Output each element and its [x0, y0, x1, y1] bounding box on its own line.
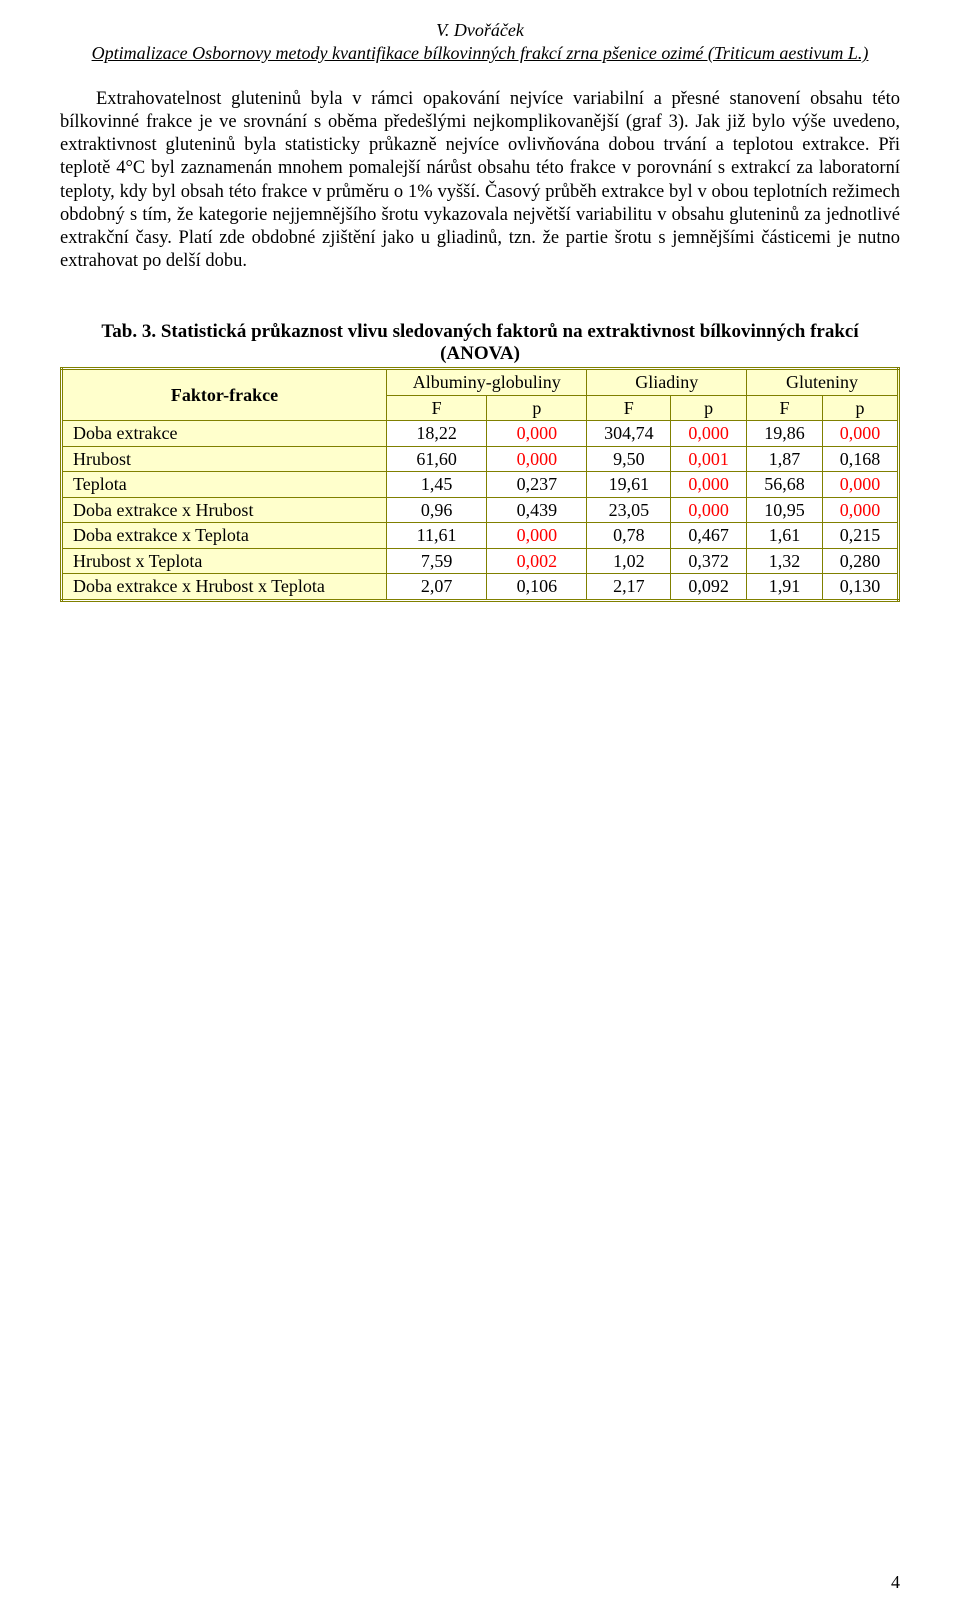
- table-cell: 0,280: [823, 548, 899, 574]
- table-cell: 0,96: [386, 497, 486, 523]
- row-label: Hrubost: [62, 446, 387, 472]
- table-cell: 23,05: [587, 497, 671, 523]
- table-body: Doba extrakce18,220,000304,740,00019,860…: [62, 421, 899, 601]
- table-row: Teplota1,450,23719,610,00056,680,000: [62, 472, 899, 498]
- subhead-F: F: [747, 395, 823, 421]
- table-row: Hrubost x Teplota7,590,0021,020,3721,320…: [62, 548, 899, 574]
- group-header-gluteniny: Gluteniny: [747, 369, 899, 396]
- page: V. Dvořáček Optimalizace Osbornovy metod…: [0, 0, 960, 1613]
- table-cell: 0,000: [823, 497, 899, 523]
- table-cell: 2,17: [587, 574, 671, 601]
- table-cell: 0,000: [487, 446, 587, 472]
- subhead-p: p: [487, 395, 587, 421]
- table-cell: 19,61: [587, 472, 671, 498]
- table-cell: 0,106: [487, 574, 587, 601]
- table-cell: 11,61: [386, 523, 486, 549]
- table-row: Hrubost61,600,0009,500,0011,870,168: [62, 446, 899, 472]
- table-cell: 1,32: [747, 548, 823, 574]
- table-cell: 1,45: [386, 472, 486, 498]
- group-header-row: Faktor-frakce Albuminy-globuliny Gliadin…: [62, 369, 899, 396]
- table-cell: 0,168: [823, 446, 899, 472]
- table-row: Doba extrakce x Hrubost0,960,43923,050,0…: [62, 497, 899, 523]
- table-cell: 18,22: [386, 421, 486, 447]
- table-head: Faktor-frakce Albuminy-globuliny Gliadin…: [62, 369, 899, 421]
- subhead-p: p: [671, 395, 747, 421]
- subhead-F: F: [386, 395, 486, 421]
- row-label: Teplota: [62, 472, 387, 498]
- page-number: 4: [891, 1572, 900, 1593]
- table-cell: 0,000: [823, 421, 899, 447]
- group-header-gliadiny: Gliadiny: [587, 369, 747, 396]
- table-cell: 0,215: [823, 523, 899, 549]
- table-cell: 9,50: [587, 446, 671, 472]
- table-cell: 61,60: [386, 446, 486, 472]
- table-cell: 0,002: [487, 548, 587, 574]
- table-cell: 0,000: [671, 497, 747, 523]
- table-title: Tab. 3. Statistická průkaznost vlivu sle…: [60, 321, 900, 365]
- subhead-F: F: [587, 395, 671, 421]
- table-row: Doba extrakce x Teplota11,610,0000,780,4…: [62, 523, 899, 549]
- subhead-p: p: [823, 395, 899, 421]
- table-cell: 56,68: [747, 472, 823, 498]
- table-cell: 0,001: [671, 446, 747, 472]
- anova-table: Faktor-frakce Albuminy-globuliny Gliadin…: [60, 367, 900, 602]
- row-label: Hrubost x Teplota: [62, 548, 387, 574]
- table-cell: 1,91: [747, 574, 823, 601]
- body-paragraph: Extrahovatelnost gluteninů byla v rámci …: [60, 88, 900, 273]
- header-author: V. Dvořáček: [60, 20, 900, 41]
- row-label: Doba extrakce: [62, 421, 387, 447]
- table-cell: 1,61: [747, 523, 823, 549]
- row-label: Doba extrakce x Hrubost x Teplota: [62, 574, 387, 601]
- table-cell: 0,000: [487, 421, 587, 447]
- table-cell: 0,78: [587, 523, 671, 549]
- factor-column-header: Faktor-frakce: [62, 369, 387, 421]
- table-cell: 19,86: [747, 421, 823, 447]
- table-cell: 1,02: [587, 548, 671, 574]
- table-cell: 0,000: [671, 421, 747, 447]
- table-cell: 10,95: [747, 497, 823, 523]
- table-cell: 0,467: [671, 523, 747, 549]
- header-title: Optimalizace Osbornovy metody kvantifika…: [60, 43, 900, 64]
- table-row: Doba extrakce18,220,000304,740,00019,860…: [62, 421, 899, 447]
- table-cell: 1,87: [747, 446, 823, 472]
- group-header-albglob: Albuminy-globuliny: [386, 369, 587, 396]
- table-cell: 0,000: [487, 523, 587, 549]
- table-cell: 304,74: [587, 421, 671, 447]
- table-cell: 7,59: [386, 548, 486, 574]
- table-cell: 0,000: [671, 472, 747, 498]
- table-cell: 0,439: [487, 497, 587, 523]
- row-label: Doba extrakce x Hrubost: [62, 497, 387, 523]
- table-cell: 0,092: [671, 574, 747, 601]
- table-row: Doba extrakce x Hrubost x Teplota2,070,1…: [62, 574, 899, 601]
- table-cell: 2,07: [386, 574, 486, 601]
- table-cell: 0,372: [671, 548, 747, 574]
- table-cell: 0,237: [487, 472, 587, 498]
- row-label: Doba extrakce x Teplota: [62, 523, 387, 549]
- table-cell: 0,000: [823, 472, 899, 498]
- table-cell: 0,130: [823, 574, 899, 601]
